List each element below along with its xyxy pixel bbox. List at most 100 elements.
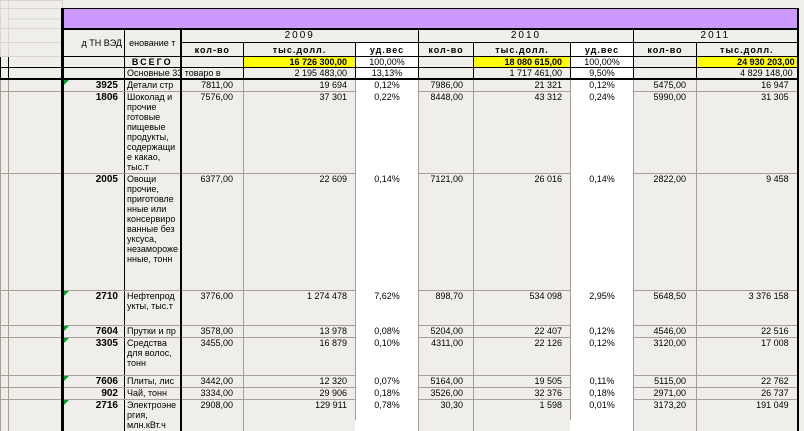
code-cell[interactable]: 3925	[61, 78, 125, 92]
name-cell[interactable]: Нефтепродукты, тыс.т	[124, 290, 182, 326]
qty-2010-cell[interactable]: 8448,00	[418, 91, 474, 174]
weight-2010-cell[interactable]: 0,14%	[570, 173, 634, 291]
qty-2011-cell[interactable]: 5648,50	[633, 290, 697, 326]
qty-2009-cell[interactable]: 3455,00	[180, 337, 244, 376]
qty-2009-cell[interactable]: 7811,00	[180, 78, 244, 92]
usd-2009-cell[interactable]: 37 301	[243, 91, 356, 174]
weight-2009-cell[interactable]: 0,22%	[355, 91, 419, 174]
qty-2009-cell[interactable]: 3442,00	[180, 375, 244, 388]
qty-2009-cell[interactable]: 3578,00	[180, 325, 244, 338]
usd-2010-cell[interactable]: 43 312	[473, 91, 571, 174]
code-cell[interactable]: 2005	[61, 173, 125, 291]
usd-2011-cell[interactable]: 17 008	[695, 337, 799, 376]
name-cell[interactable]: Овощи прочие, приготовленные или консерв…	[124, 173, 182, 291]
main-goods-usd-2011[interactable]: 4 829 148,00	[695, 67, 799, 80]
name-cell[interactable]: Шоколад и прочие готовые пищевые продукт…	[124, 91, 182, 174]
usd-2009-cell[interactable]: 13 978	[243, 325, 356, 338]
totals-usd-2009[interactable]: 16 726 300,00	[243, 56, 356, 68]
year-header-2009[interactable]: 2009	[179, 28, 419, 43]
usd-header-2010[interactable]: тыс.долл.	[473, 42, 571, 57]
qty-2009-cell[interactable]: 3776,00	[180, 290, 244, 326]
weight-header-2010[interactable]: уд.вес	[570, 42, 634, 57]
qty-2011-cell[interactable]: 3120,00	[633, 337, 697, 376]
qty-2011-cell[interactable]: 4546,00	[633, 325, 697, 338]
usd-2011-cell[interactable]: 9 458	[695, 173, 799, 291]
qty-2010-cell[interactable]: 4311,00	[418, 337, 474, 376]
qty-2011-cell[interactable]: 5475,00	[633, 78, 697, 92]
name-column-header[interactable]: енование т	[124, 28, 181, 57]
usd-2011-cell[interactable]: 22 516	[695, 325, 799, 338]
usd-2009-cell[interactable]: 22 609	[243, 173, 356, 291]
code-cell[interactable]: 3305	[61, 337, 125, 376]
weight-2010-cell[interactable]: 0,24%	[570, 91, 634, 174]
weight-2009-cell[interactable]: 0,14%	[355, 173, 419, 291]
totals-code-cell[interactable]	[61, 56, 125, 68]
qty-2010-cell[interactable]: 898,70	[418, 290, 474, 326]
qty-2010-cell[interactable]: 7986,00	[418, 78, 474, 92]
weight-2010-cell[interactable]: 0,12%	[570, 79, 634, 92]
qty-2011-cell[interactable]: 3173,20	[633, 399, 697, 431]
qty-2010-cell[interactable]: 5164,00	[418, 375, 474, 388]
weight-2009-cell[interactable]: 0,08%	[355, 325, 419, 338]
main-goods-qty-2011[interactable]	[633, 67, 697, 80]
name-cell[interactable]: Чай, тонн	[124, 387, 182, 400]
usd-header-2009[interactable]: тыс.долл.	[243, 42, 356, 57]
purple-title-band[interactable]	[60, 8, 799, 30]
main-goods-code-cell[interactable]	[61, 67, 125, 80]
usd-2011-cell[interactable]: 191 049	[695, 399, 799, 431]
usd-2010-cell[interactable]: 26 016	[473, 173, 571, 291]
qty-2010-cell[interactable]: 3526,00	[418, 387, 474, 400]
qty-2011-cell[interactable]: 2822,00	[633, 173, 697, 291]
qty-2009-cell[interactable]: 7576,00	[180, 91, 244, 174]
name-cell[interactable]: Прутки и пр	[124, 325, 182, 338]
usd-2010-cell[interactable]: 22 407	[473, 325, 571, 338]
code-cell[interactable]: 2716	[61, 399, 125, 431]
usd-2011-cell[interactable]: 3 376 158	[695, 290, 799, 326]
main-goods-usd-2010[interactable]: 1 717 461,00	[473, 67, 571, 80]
weight-header-2009[interactable]: уд.вес	[355, 42, 419, 57]
weight-2010-cell[interactable]: 0,18%	[570, 387, 634, 400]
code-column-header[interactable]: д ТН ВЭД	[61, 28, 125, 57]
usd-header-2011[interactable]: тыс.долл.	[695, 42, 799, 57]
weight-2010-cell[interactable]: 0,12%	[570, 337, 634, 376]
totals-weight-2010[interactable]: 100,00%	[570, 56, 634, 68]
weight-2009-cell[interactable]: 0,18%	[355, 387, 419, 400]
usd-2010-cell[interactable]: 19 505	[473, 375, 571, 388]
qty-2010-cell[interactable]: 30,30	[418, 399, 474, 431]
qty-2011-cell[interactable]: 2971,00	[633, 387, 697, 400]
usd-2010-cell[interactable]: 1 598	[473, 399, 571, 431]
usd-2010-cell[interactable]: 534 098	[473, 290, 571, 326]
weight-2009-cell[interactable]: 0,12%	[355, 79, 419, 92]
name-cell[interactable]: Детали стр	[124, 78, 182, 92]
year-header-2011[interactable]: 2011	[632, 28, 799, 43]
weight-2009-cell[interactable]: 0,07%	[355, 375, 419, 388]
usd-2011-cell[interactable]: 16 947	[695, 78, 799, 92]
code-cell[interactable]: 1806	[61, 91, 125, 174]
code-cell[interactable]: 2710	[61, 290, 125, 326]
totals-usd-2011[interactable]: 24 930 203,00	[695, 56, 799, 68]
main-goods-weight-2009[interactable]: 13,13%	[355, 67, 419, 80]
qty-2011-cell[interactable]: 5115,00	[633, 375, 697, 388]
totals-label[interactable]: ВСЕГО	[124, 56, 181, 68]
usd-2009-cell[interactable]: 129 911	[243, 399, 356, 431]
year-header-2010[interactable]: 2010	[418, 28, 634, 43]
weight-2009-cell[interactable]: 0,10%	[355, 337, 419, 376]
qty-2010-cell[interactable]: 5204,00	[418, 325, 474, 338]
main-goods-usd-2009[interactable]: 2 195 483,00	[243, 67, 356, 80]
qty-header-2009[interactable]: кол-во	[179, 42, 244, 57]
name-cell[interactable]: Средства для волос, тонн	[124, 337, 182, 376]
totals-weight-2009[interactable]: 100,00%	[355, 56, 419, 68]
usd-2010-cell[interactable]: 22 126	[473, 337, 571, 376]
totals-qty-2009[interactable]	[179, 56, 244, 68]
qty-2011-cell[interactable]: 5990,00	[633, 91, 697, 174]
qty-2009-cell[interactable]: 3334,00	[180, 387, 244, 400]
qty-header-2011[interactable]: кол-во	[633, 42, 697, 57]
code-cell[interactable]: 7606	[61, 375, 125, 388]
main-goods-qty-2010[interactable]	[418, 67, 474, 80]
code-cell[interactable]: 7604	[61, 325, 125, 338]
totals-qty-2010[interactable]	[418, 56, 474, 68]
usd-2009-cell[interactable]: 29 906	[243, 387, 356, 400]
weight-2010-cell[interactable]: 0,12%	[570, 325, 634, 338]
usd-2011-cell[interactable]: 22 762	[695, 375, 799, 388]
qty-2009-cell[interactable]: 6377,00	[180, 173, 244, 291]
